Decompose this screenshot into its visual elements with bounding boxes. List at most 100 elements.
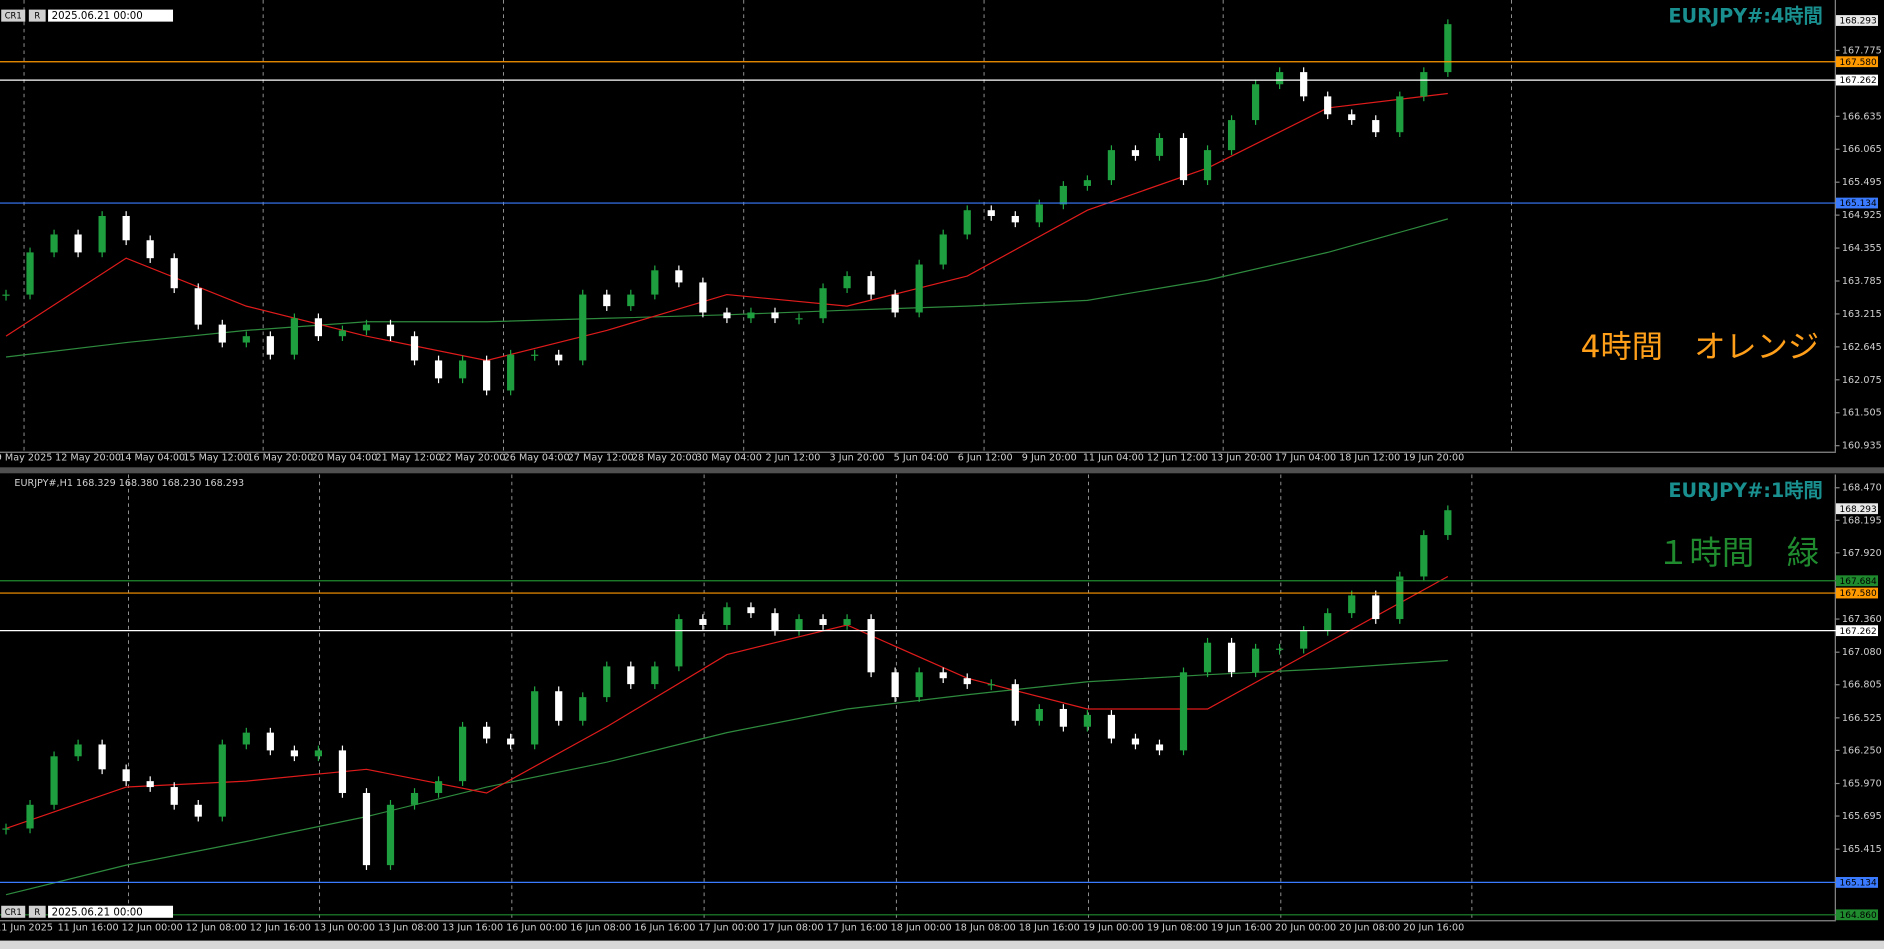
time-label: 9 Jun 20:00 <box>1022 453 1077 464</box>
y-tick-label: 164.925 <box>1842 210 1882 221</box>
candle <box>795 619 803 631</box>
candle <box>555 691 563 721</box>
pane-separator <box>0 467 1884 474</box>
candle <box>242 336 250 343</box>
candle <box>675 619 683 667</box>
date-box[interactable] <box>48 905 174 918</box>
candle <box>2 294 10 296</box>
y-tick-label: 165.695 <box>1842 811 1882 822</box>
candle <box>146 240 154 259</box>
level-label: 167.580 <box>1840 589 1877 599</box>
level-box <box>1835 197 1878 209</box>
candle <box>651 270 659 295</box>
candle <box>1155 137 1164 156</box>
y-tick-label: 166.065 <box>1842 144 1882 155</box>
time-label: 16 May 20:00 <box>247 453 313 464</box>
candle <box>651 666 659 685</box>
candle <box>1035 708 1043 721</box>
time-label: 13 Jun 08:00 <box>378 922 439 933</box>
candle <box>891 294 899 313</box>
time-label: 12 Jun 08:00 <box>186 922 247 933</box>
button[interactable] <box>28 9 46 22</box>
candle <box>410 336 419 361</box>
candle <box>1396 96 1404 133</box>
time-label: 12 Jun 16:00 <box>250 922 311 933</box>
level-box <box>1835 56 1878 68</box>
candle <box>627 294 635 307</box>
y-tick-label: 162.645 <box>1842 342 1882 353</box>
candle <box>242 732 250 745</box>
y-tick-label: 168.195 <box>1842 515 1882 526</box>
toolbar: CR1 R 2025.06.21 00:00 CR1 R 2025.06.21 … <box>1 9 174 918</box>
candle <box>819 619 827 625</box>
time-label: 9 May 2025 <box>0 453 52 464</box>
candle <box>987 210 995 216</box>
candle <box>867 276 875 295</box>
candle <box>26 804 34 829</box>
candle <box>747 607 755 614</box>
button[interactable] <box>28 905 46 918</box>
candle <box>1011 684 1019 721</box>
candle <box>2 828 10 830</box>
candle <box>1083 714 1091 727</box>
candle <box>747 312 755 319</box>
button-label: R <box>34 907 40 917</box>
candle <box>170 787 178 805</box>
y-tick-label: 164.355 <box>1842 243 1882 254</box>
time-label: 19 Jun 08:00 <box>1147 922 1208 933</box>
price-label: 168.293 <box>1840 17 1877 27</box>
candle <box>771 312 779 319</box>
candle <box>50 756 58 805</box>
candle <box>939 672 947 679</box>
y-tick-label: 167.775 <box>1842 45 1882 56</box>
candle <box>218 324 226 343</box>
candle <box>483 360 491 391</box>
candle <box>963 210 971 235</box>
time-label: 12 May 20:00 <box>55 453 121 464</box>
candle <box>386 804 395 866</box>
y-tick-label: 162.075 <box>1842 375 1882 386</box>
candle <box>314 318 323 337</box>
candle <box>1251 84 1260 121</box>
time-label: 19 Jun 00:00 <box>1083 922 1144 933</box>
candle <box>194 288 202 325</box>
candle <box>603 666 611 698</box>
date-box[interactable] <box>48 9 174 22</box>
candle <box>170 258 178 289</box>
time-label: 2 Jun 12:00 <box>765 453 820 464</box>
candle <box>723 607 731 625</box>
candle <box>843 276 851 289</box>
y-tick-label: 166.525 <box>1842 713 1882 724</box>
candle <box>603 294 611 307</box>
level-box <box>1835 74 1878 86</box>
time-label: 22 May 20:00 <box>440 453 506 464</box>
candle <box>1155 744 1164 751</box>
candle <box>146 781 154 788</box>
time-label: 12 Jun 12:00 <box>1147 453 1208 464</box>
time-label: 19 Jun 20:00 <box>1403 453 1464 464</box>
candle <box>963 678 971 685</box>
candle <box>1276 72 1284 85</box>
candle <box>891 672 899 698</box>
candle <box>1251 648 1260 673</box>
candle <box>458 726 467 782</box>
candle <box>1059 185 1067 205</box>
button-label: R <box>34 11 40 21</box>
time-label: 18 Jun 12:00 <box>1339 453 1400 464</box>
candle <box>1179 137 1188 181</box>
candle <box>1300 630 1308 649</box>
y-tick-label: 167.080 <box>1842 647 1882 658</box>
time-label: 20 May 04:00 <box>311 453 377 464</box>
annotation: １時間 緑 <box>1657 534 1819 572</box>
candle <box>1203 150 1212 181</box>
time-label: 20 Jun 00:00 <box>1275 922 1336 933</box>
button[interactable] <box>1 905 26 918</box>
level-box <box>1835 575 1878 587</box>
level-label: 167.262 <box>1840 627 1877 637</box>
time-label: 17 Jun 16:00 <box>827 922 888 933</box>
candle <box>867 619 875 673</box>
button[interactable] <box>1 9 26 22</box>
time-label: 18 Jun 16:00 <box>1019 922 1080 933</box>
